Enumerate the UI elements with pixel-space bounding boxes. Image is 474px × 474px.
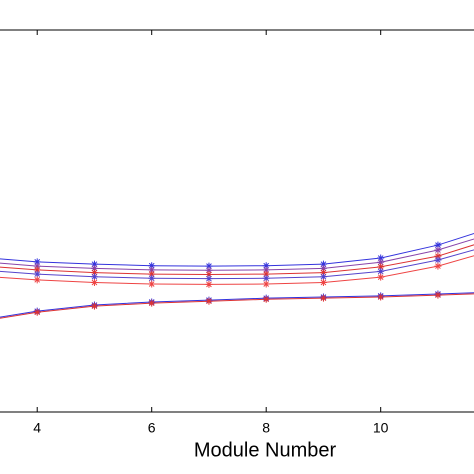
series-line bbox=[0, 232, 474, 267]
series-line bbox=[0, 238, 474, 271]
point-marker bbox=[205, 297, 213, 305]
point-marker bbox=[434, 256, 442, 264]
point-marker bbox=[262, 274, 270, 282]
point-marker bbox=[205, 275, 213, 283]
point-marker bbox=[148, 274, 156, 282]
point-marker bbox=[205, 280, 213, 288]
point-marker bbox=[434, 262, 442, 270]
series-line bbox=[0, 293, 474, 319]
point-marker bbox=[90, 302, 98, 310]
x-tick-label: 10 bbox=[373, 420, 389, 436]
series-line bbox=[0, 244, 474, 275]
point-marker bbox=[377, 267, 385, 275]
point-marker bbox=[434, 246, 442, 254]
x-tick-label: 4 bbox=[33, 420, 41, 436]
plot-area bbox=[0, 232, 474, 319]
point-marker bbox=[90, 273, 98, 281]
series-line bbox=[0, 255, 474, 285]
point-marker bbox=[319, 279, 327, 287]
x-tick-label: 6 bbox=[148, 420, 156, 436]
point-marker bbox=[33, 270, 41, 278]
point-marker bbox=[148, 299, 156, 307]
point-marker bbox=[33, 276, 41, 284]
series-line bbox=[0, 249, 474, 280]
point-marker bbox=[148, 280, 156, 288]
series-line bbox=[0, 292, 474, 318]
point-marker bbox=[319, 294, 327, 302]
point-marker bbox=[262, 295, 270, 303]
x-axis-label: Module Number bbox=[194, 439, 337, 461]
point-marker bbox=[262, 280, 270, 288]
point-marker bbox=[434, 291, 442, 299]
point-marker bbox=[319, 273, 327, 281]
x-tick-label: 8 bbox=[262, 420, 270, 436]
point-marker bbox=[377, 293, 385, 301]
point-marker bbox=[90, 279, 98, 287]
point-marker bbox=[33, 308, 41, 316]
point-marker bbox=[377, 273, 385, 281]
